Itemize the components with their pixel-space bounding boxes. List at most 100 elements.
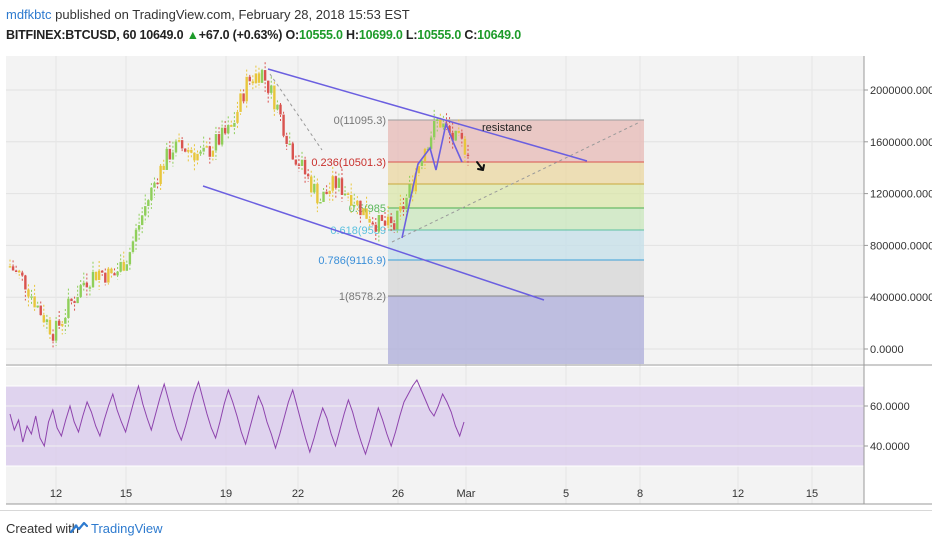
candle-body — [144, 206, 147, 216]
price-chart[interactable]: 0(11095.3)0.236(10501.3)0.5(9850.618(953… — [0, 52, 932, 510]
candle-body — [402, 206, 405, 210]
time-axis-label: 19 — [220, 488, 232, 500]
candle-body — [110, 268, 113, 274]
candle-body — [288, 143, 291, 145]
candle-body — [162, 165, 165, 170]
trend-dashed-line-right — [391, 121, 641, 243]
candle-body — [448, 125, 451, 133]
candle-body — [248, 76, 251, 82]
candle-body — [371, 222, 374, 225]
candle-body — [263, 70, 267, 81]
rsi-axis-label: 60.0000 — [870, 401, 910, 413]
price-axis-label: 2000000.0000 — [870, 85, 932, 97]
candle-body — [303, 159, 307, 175]
low-label: L: — [405, 28, 418, 42]
footer: Created with TradingView — [0, 510, 932, 551]
candle-body — [137, 225, 141, 230]
candle-body — [429, 137, 433, 149]
chart-header: mdfkbtc published on TradingView.com, Fe… — [0, 0, 932, 52]
rsi-axis[interactable]: 60.0000 40.0000 — [864, 401, 910, 453]
candle-body — [30, 296, 33, 298]
candle-body — [184, 148, 187, 152]
candle-body — [97, 270, 101, 280]
candle-body — [223, 127, 227, 134]
tradingview-brand[interactable]: TradingView — [91, 521, 163, 536]
time-axis-label: 15 — [806, 488, 818, 500]
candle-body — [11, 266, 15, 271]
trend-drawings[interactable]: resistance — [202, 68, 641, 301]
candle-body — [291, 143, 294, 160]
candle-body — [36, 305, 39, 308]
candle-body — [436, 119, 439, 121]
price-axis[interactable]: 2000000.0000 1600000.0000 1200000.0000 8000… — [864, 85, 932, 356]
candle-body — [82, 282, 85, 286]
candle-body — [42, 315, 46, 323]
candle-body — [128, 252, 132, 265]
rsi-band — [6, 386, 864, 466]
candle-body — [21, 272, 24, 276]
candle-body — [24, 275, 27, 290]
candle-body — [325, 191, 328, 195]
high-value: 10699.0 — [358, 28, 403, 42]
candle-body — [76, 296, 79, 304]
candle-body — [91, 271, 95, 288]
candle-body — [340, 178, 344, 195]
fib-zone-extension — [388, 296, 644, 364]
channel-lower-line[interactable] — [202, 185, 545, 301]
candle-body — [227, 125, 230, 134]
candle-body — [190, 149, 193, 153]
candle-body — [150, 187, 153, 201]
candle-body — [202, 147, 205, 152]
time-axis-label: 26 — [392, 488, 404, 500]
candle-body — [85, 282, 89, 288]
candle-body — [285, 135, 288, 145]
symbol-label[interactable]: BITFINEX:BTCUSD, 60 — [6, 28, 137, 42]
candle-body — [254, 73, 258, 84]
candle-body — [439, 119, 442, 128]
candle-body — [457, 130, 460, 133]
channel-upper-line[interactable] — [267, 68, 588, 162]
price-axis-label: 1200000.0000 — [870, 189, 932, 201]
low-value: 10555.0 — [417, 28, 462, 42]
candle-body — [349, 194, 353, 206]
candle-body — [171, 152, 175, 160]
candle-body — [316, 183, 319, 204]
candle-body — [399, 206, 402, 211]
change-arrow-icon: ▲ — [186, 28, 199, 42]
candle-body — [417, 166, 421, 174]
candle-body — [230, 125, 233, 127]
candle-body — [279, 104, 282, 115]
candle-body — [463, 138, 467, 155]
rsi-axis-label: 40.0000 — [870, 441, 910, 453]
candle-body — [282, 114, 285, 136]
resistance-label[interactable]: resistance — [482, 122, 532, 134]
candle-body — [168, 148, 172, 160]
candle-body — [140, 215, 144, 226]
candle-body — [466, 154, 470, 157]
candle-body — [319, 201, 322, 204]
time-axis-label: 8 — [637, 488, 643, 500]
candle-body — [214, 134, 218, 151]
tradingview-logo-icon[interactable] — [70, 520, 88, 536]
candle-body — [328, 190, 331, 195]
candle-body — [39, 305, 42, 316]
time-axis-label: 12 — [50, 488, 62, 500]
open-value: 10555.0 — [298, 28, 343, 42]
projection-zigzag[interactable] — [401, 121, 463, 239]
candle-body — [386, 216, 390, 226]
arrow-down-icon — [476, 161, 485, 171]
candle-body — [45, 319, 49, 323]
candle-body — [294, 159, 298, 165]
candle-body — [356, 200, 359, 205]
rsi-indicator — [6, 378, 864, 467]
candle-body — [233, 122, 236, 127]
price-change: +67.0 (+0.63%) — [198, 28, 283, 42]
time-axis[interactable]: 12 15 19 22 26 Mar 5 8 12 15 — [50, 488, 818, 500]
candle-body — [393, 223, 396, 230]
candle-body — [217, 134, 221, 145]
candle-body — [180, 140, 184, 149]
candle-body — [362, 208, 365, 216]
candle-body — [346, 193, 350, 195]
author-link[interactable]: mdfkbtc — [6, 7, 52, 22]
candle-body — [27, 289, 30, 297]
